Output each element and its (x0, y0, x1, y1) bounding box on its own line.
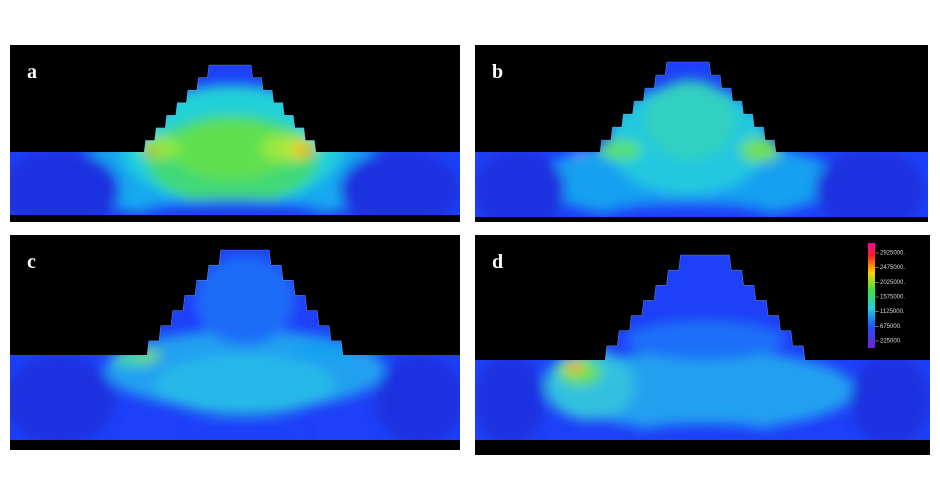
panel-label: d (492, 251, 503, 273)
legend-label: 225000. (880, 339, 902, 345)
legend-label: 1125000. (880, 309, 905, 315)
outline (604, 254, 806, 362)
contour-region (570, 363, 580, 369)
panel-label: b (492, 61, 503, 83)
contour-region (10, 150, 120, 215)
contour-region (475, 355, 545, 440)
contour-region (140, 136, 180, 160)
contour-region (475, 150, 565, 217)
contour-region (850, 355, 930, 440)
contour-region (155, 355, 335, 415)
contours (475, 80, 925, 217)
contour-region (608, 202, 768, 217)
contour-region (645, 80, 735, 160)
legend-colorbar (868, 243, 875, 348)
panel-label: c (27, 251, 36, 273)
legend-label: 2475000. (880, 265, 905, 271)
contour-region (375, 355, 460, 440)
contour-region (10, 355, 115, 440)
panel: a (10, 45, 460, 222)
outline (599, 61, 777, 154)
contour-region (148, 148, 156, 154)
contour-region (635, 422, 775, 440)
contours (475, 320, 930, 440)
panel-label: a (27, 61, 37, 83)
contours (10, 255, 460, 440)
legend-label: 2925000. (880, 251, 905, 257)
contour-region (740, 138, 780, 162)
legend: 2925000. 2475000. 2025000. 1575000. 1125000.… (868, 243, 905, 348)
contour-region (625, 320, 785, 360)
legend-label: 1575000. (880, 295, 905, 301)
contour-region (195, 255, 295, 345)
outline (146, 249, 344, 357)
contour-region (340, 150, 460, 215)
legend-label: 675000. (880, 324, 902, 330)
contour-field (10, 250, 460, 440)
contour-region (598, 140, 642, 160)
contour-region (185, 422, 305, 440)
panel: c (10, 235, 460, 450)
panel: b (475, 45, 928, 222)
contour-region (172, 120, 292, 180)
contour-region (301, 148, 311, 154)
contour-region (142, 200, 322, 215)
legend-label: 2025000. (880, 280, 905, 286)
outline (143, 64, 317, 154)
panel: d (475, 235, 930, 455)
contour-region (815, 150, 925, 217)
